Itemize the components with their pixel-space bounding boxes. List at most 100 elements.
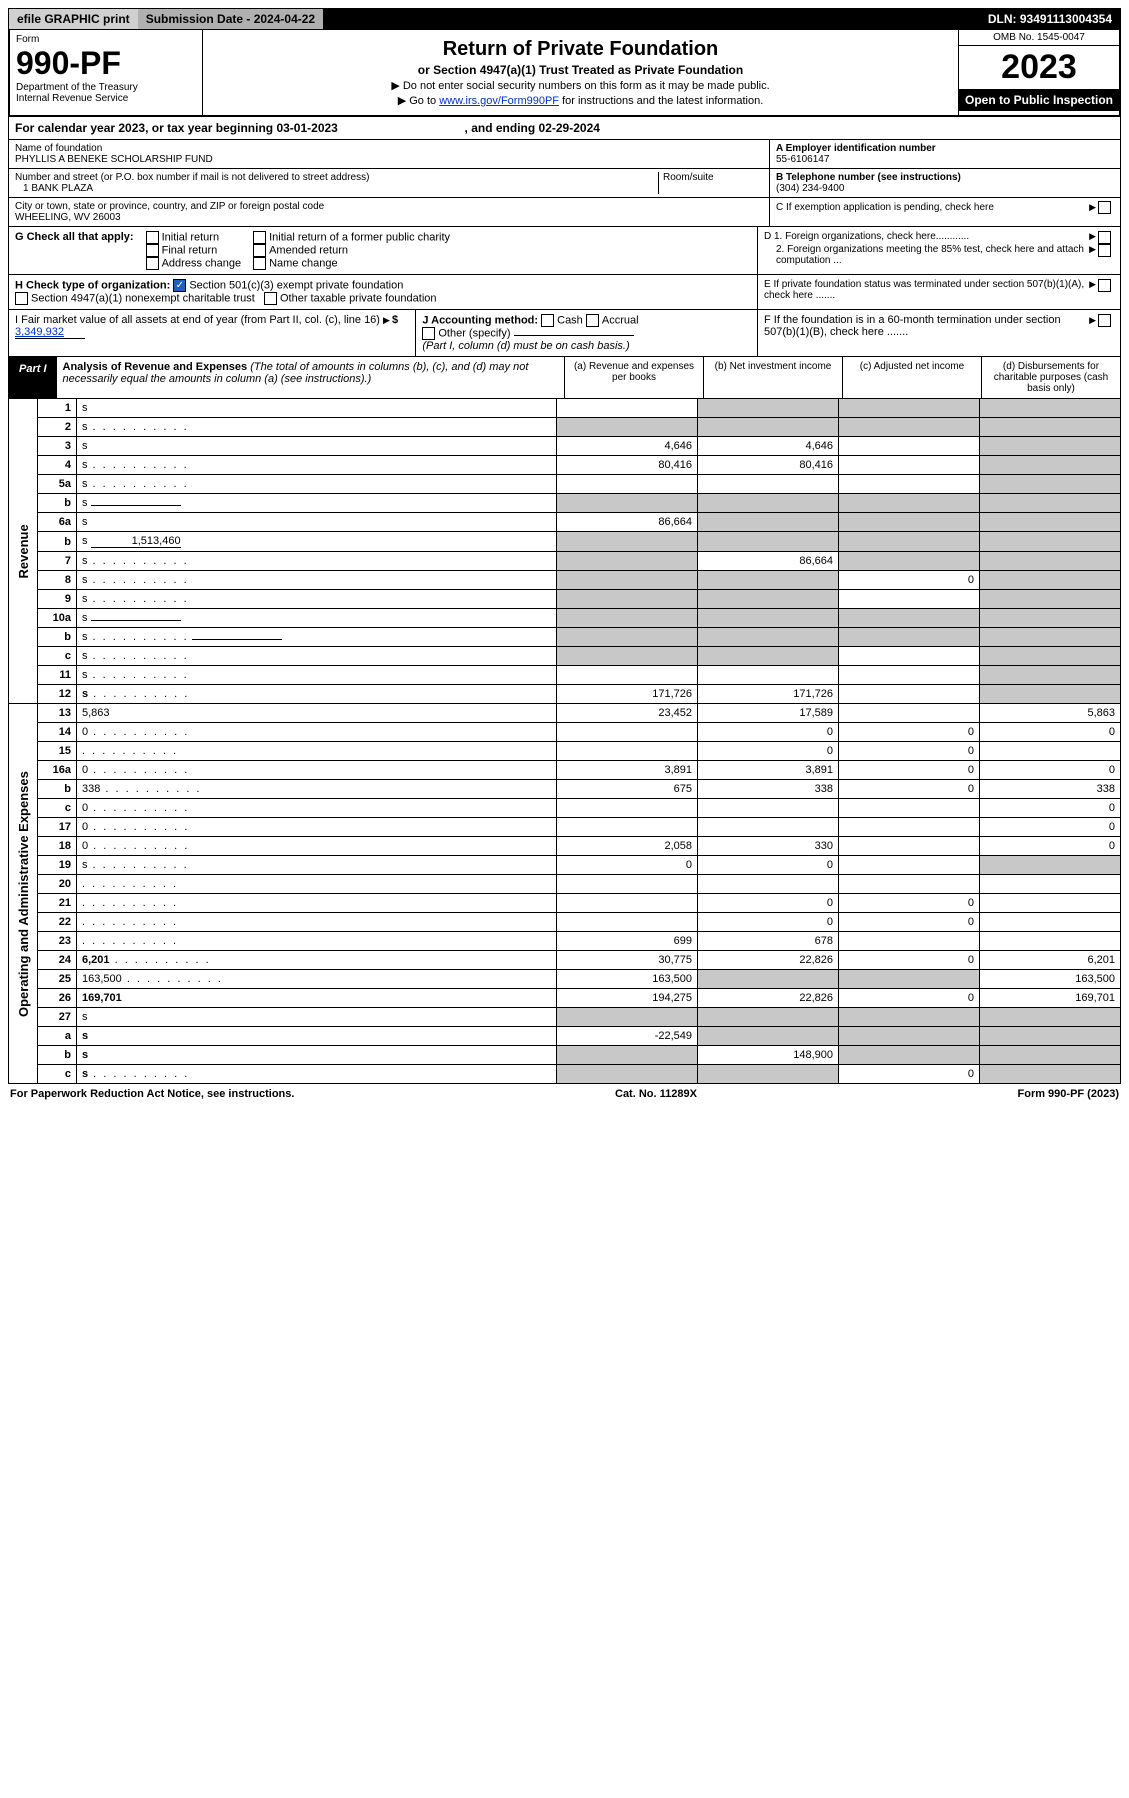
cell-b <box>698 399 839 418</box>
cell-c <box>839 437 980 456</box>
cell-d <box>980 932 1121 951</box>
instr-ssn: ▶ Do not enter social security numbers o… <box>209 79 952 92</box>
cell-c: 0 <box>839 913 980 932</box>
cell-d <box>980 628 1121 647</box>
line-number: 17 <box>38 818 77 837</box>
line-description: 0 <box>77 799 557 818</box>
table-row: 9s <box>9 590 1121 609</box>
h-501c3-checkbox[interactable] <box>173 279 186 292</box>
cell-a: 30,775 <box>557 951 698 970</box>
d2-checkbox[interactable] <box>1098 244 1111 257</box>
cell-b <box>698 418 839 437</box>
cell-b: 0 <box>698 894 839 913</box>
cell-b <box>698 875 839 894</box>
cell-c <box>839 932 980 951</box>
g-d-section: G Check all that apply: Initial return F… <box>8 227 1121 275</box>
cell-a <box>557 894 698 913</box>
cell-d: 338 <box>980 780 1121 799</box>
form-header: Form 990-PF Department of the Treasury I… <box>8 30 1121 117</box>
line-description: s 1,513,460 <box>77 532 557 552</box>
table-row: 1700 <box>9 818 1121 837</box>
cell-b <box>698 590 839 609</box>
g-amended-checkbox[interactable] <box>253 244 266 257</box>
c-checkbox[interactable] <box>1098 201 1111 214</box>
i-label: I Fair market value of all assets at end… <box>15 314 380 326</box>
table-row: 2s <box>9 418 1121 437</box>
line-number: 23 <box>38 932 77 951</box>
cell-a <box>557 590 698 609</box>
cell-a <box>557 552 698 571</box>
g-initial-checkbox[interactable] <box>146 231 159 244</box>
line-description <box>77 742 557 761</box>
efile-label[interactable]: efile GRAPHIC print <box>9 9 138 29</box>
cell-d <box>980 456 1121 475</box>
table-row: 140000 <box>9 723 1121 742</box>
table-row: 10as <box>9 609 1121 628</box>
h-other-checkbox[interactable] <box>264 292 277 305</box>
cell-d <box>980 532 1121 552</box>
j-accrual-checkbox[interactable] <box>586 314 599 327</box>
cell-b: 338 <box>698 780 839 799</box>
cell-b <box>698 1027 839 1046</box>
g-initial-public-checkbox[interactable] <box>253 231 266 244</box>
line-number: 10a <box>38 609 77 628</box>
cell-d: 0 <box>980 723 1121 742</box>
cell-b <box>698 571 839 590</box>
f-checkbox[interactable] <box>1098 314 1111 327</box>
dln-label: DLN: 93491113004354 <box>980 9 1120 29</box>
instr-link-row: ▶ Go to www.irs.gov/Form990PF for instru… <box>209 94 952 107</box>
top-bar: efile GRAPHIC print Submission Date - 20… <box>8 8 1121 30</box>
line-number: 5a <box>38 475 77 494</box>
cell-c <box>839 552 980 571</box>
g-name-checkbox[interactable] <box>253 257 266 270</box>
col-c-head: (c) Adjusted net income <box>842 357 981 398</box>
fmv-value[interactable]: 3,349,932 <box>15 326 85 339</box>
cell-c <box>839 418 980 437</box>
table-row: 20 <box>9 875 1121 894</box>
table-row: 16a03,8913,89100 <box>9 761 1121 780</box>
line-number: 11 <box>38 666 77 685</box>
table-row: 26169,701194,27522,8260169,701 <box>9 989 1121 1008</box>
cell-b <box>698 609 839 628</box>
j-other-input[interactable] <box>514 335 634 336</box>
g-final-checkbox[interactable] <box>146 244 159 257</box>
line-number: b <box>38 532 77 552</box>
e-label: E If private foundation status was termi… <box>764 279 1089 301</box>
arrow-icon <box>383 314 392 326</box>
cell-b: 678 <box>698 932 839 951</box>
city: WHEELING, WV 26003 <box>15 212 763 223</box>
e-checkbox[interactable] <box>1098 279 1111 292</box>
j-cash-checkbox[interactable] <box>541 314 554 327</box>
line-number: 26 <box>38 989 77 1008</box>
part1-label: Part I <box>9 357 57 398</box>
cell-b <box>698 666 839 685</box>
table-row: cs0 <box>9 1065 1121 1084</box>
cell-a: 3,891 <box>557 761 698 780</box>
line-description <box>77 913 557 932</box>
cell-a <box>557 1008 698 1027</box>
cell-b: 148,900 <box>698 1046 839 1065</box>
line-number: b <box>38 628 77 647</box>
cell-c <box>839 532 980 552</box>
cell-a <box>557 875 698 894</box>
d1-checkbox[interactable] <box>1098 231 1111 244</box>
line-description: s <box>77 609 557 628</box>
line-number: 7 <box>38 552 77 571</box>
cell-d: 6,201 <box>980 951 1121 970</box>
h-4947-checkbox[interactable] <box>15 292 28 305</box>
open-inspection: Open to Public Inspection <box>959 89 1119 111</box>
paperwork-notice: For Paperwork Reduction Act Notice, see … <box>10 1088 294 1100</box>
j-other-checkbox[interactable] <box>422 327 435 340</box>
cell-c <box>839 970 980 989</box>
line-number: 21 <box>38 894 77 913</box>
cell-a <box>557 494 698 513</box>
cell-c <box>839 456 980 475</box>
arrow-icon <box>1089 202 1098 213</box>
irs-link[interactable]: www.irs.gov/Form990PF <box>439 95 559 107</box>
cell-b: 0 <box>698 742 839 761</box>
expenses-side-label: Operating and Administrative Expenses <box>9 704 38 1084</box>
g-address-checkbox[interactable] <box>146 257 159 270</box>
cell-c <box>839 1008 980 1027</box>
line-number: 27 <box>38 1008 77 1027</box>
dept-label: Department of the Treasury <box>16 82 196 93</box>
